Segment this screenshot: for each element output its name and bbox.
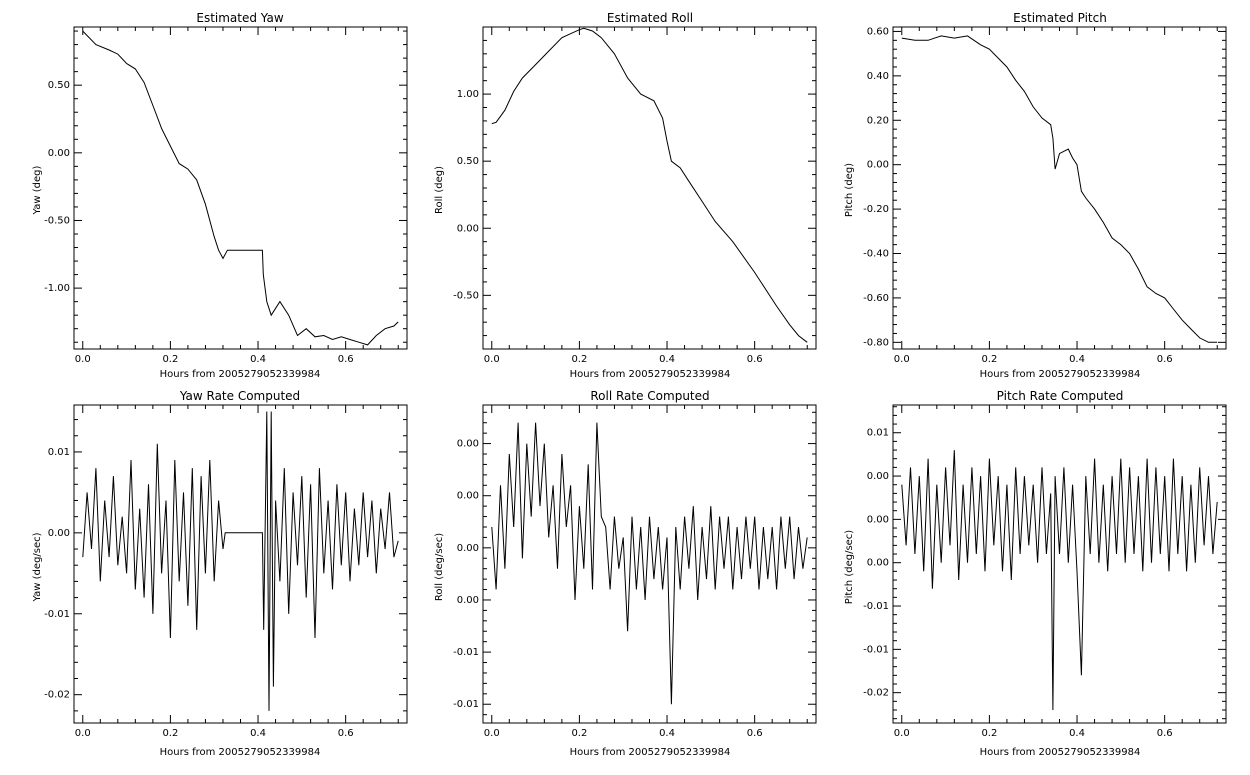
estimated-roll-panel: Estimated Roll Hours from 20052790523399… (434, 11, 817, 380)
y-tick-label: -0.01 (44, 609, 70, 620)
y-tick-label: 0.00 (48, 528, 70, 539)
x-axis-label: Hours from 2005279052339984 (570, 369, 731, 380)
y-tick-label: -0.01 (453, 647, 479, 658)
x-tick-label: 0.0 (894, 354, 910, 365)
y-tick-label: 0.01 (867, 428, 889, 439)
series-line (82, 411, 399, 711)
chart-title: Yaw Rate Computed (179, 389, 300, 403)
y-tick-label: 0.00 (457, 543, 479, 554)
chart-title: Estimated Pitch (1013, 11, 1107, 25)
plot-frame (892, 26, 1227, 350)
y-tick-label: -0.50 (44, 215, 70, 226)
y-tick-label: 0.00 (48, 148, 70, 159)
x-tick-label: 0.2 (162, 354, 178, 365)
y-tick-label: -1.00 (44, 283, 70, 294)
y-tick-label: -0.02 (44, 690, 70, 701)
x-tick-label: 0.4 (659, 728, 675, 739)
x-tick-label: 0.0 (484, 728, 500, 739)
y-tick-label: -0.01 (453, 699, 479, 710)
x-axis-label: Hours from 2005279052339984 (570, 747, 731, 758)
x-axis-label: Hours from 2005279052339984 (980, 369, 1141, 380)
chart-title: Estimated Yaw (196, 11, 283, 25)
series-line (901, 35, 1218, 343)
x-tick-label: 0.4 (659, 354, 675, 365)
y-tick-label: -0.02 (863, 688, 889, 699)
series-line (901, 450, 1218, 711)
y-tick-label: 0.00 (867, 558, 889, 569)
y-tick-label: -0.01 (863, 601, 889, 612)
y-tick-label: -0.50 (453, 290, 479, 301)
plot-frame (892, 404, 1227, 724)
estimated-pitch-panel: Estimated Pitch Hours from 2005279052339… (844, 11, 1227, 380)
y-tick-label: 0.50 (457, 156, 479, 167)
x-tick-label: 0.2 (981, 354, 997, 365)
x-axis-label: Hours from 2005279052339984 (160, 747, 321, 758)
x-axis-label: Hours from 2005279052339984 (160, 369, 321, 380)
x-tick-label: 0.2 (571, 354, 587, 365)
roll-rate-panel: Roll Rate Computed Hours from 2005279052… (434, 389, 817, 758)
x-tick-label: 0.6 (747, 354, 763, 365)
plot-frame (482, 26, 817, 350)
chart-title: Pitch Rate Computed (997, 389, 1124, 403)
x-tick-label: 0.6 (1157, 354, 1173, 365)
y-tick-label: 0.60 (867, 26, 889, 37)
series-line (82, 30, 399, 346)
x-tick-label: 0.0 (75, 354, 91, 365)
x-tick-label: 0.6 (1157, 728, 1173, 739)
y-tick-label: -0.01 (863, 644, 889, 655)
x-tick-label: 0.6 (338, 354, 354, 365)
series-line (491, 27, 808, 343)
y-tick-label: -0.60 (863, 293, 889, 304)
yaw-rate-panel: Yaw Rate Computed Hours from 20052790523… (32, 389, 408, 758)
y-tick-label: 0.00 (457, 223, 479, 234)
series-line (491, 422, 808, 705)
y-tick-label: -0.80 (863, 337, 889, 348)
plot-frame (73, 26, 408, 350)
x-tick-label: 0.2 (571, 728, 587, 739)
y-axis-label: Yaw (deg/sec) (32, 532, 43, 602)
y-tick-label: 0.00 (457, 595, 479, 606)
y-tick-label: -0.20 (863, 204, 889, 215)
y-axis-label: Yaw (deg) (32, 165, 43, 215)
y-tick-label: 0.00 (867, 471, 889, 482)
x-tick-label: 0.0 (484, 354, 500, 365)
x-tick-label: 0.4 (250, 354, 266, 365)
y-tick-label: 0.00 (867, 160, 889, 171)
chart-title: Estimated Roll (607, 11, 693, 25)
x-tick-label: 0.2 (981, 728, 997, 739)
chart-title: Roll Rate Computed (590, 389, 709, 403)
y-axis-label: Roll (deg/sec) (434, 533, 445, 601)
pitch-rate-panel: Pitch Rate Computed Hours from 200527905… (844, 389, 1227, 758)
y-tick-label: 0.20 (867, 115, 889, 126)
x-tick-label: 0.2 (162, 728, 178, 739)
y-tick-label: 0.00 (457, 439, 479, 450)
y-axis-label: Roll (deg) (434, 166, 445, 214)
y-axis-label: Pitch (deg) (844, 163, 855, 217)
x-tick-label: 0.4 (1069, 728, 1085, 739)
x-tick-label: 0.4 (1069, 354, 1085, 365)
y-axis-label: Pitch (deg/sec) (844, 530, 855, 605)
plot-frame (73, 404, 408, 724)
y-tick-label: 0.00 (867, 514, 889, 525)
x-tick-label: 0.6 (747, 728, 763, 739)
y-tick-label: 1.00 (457, 89, 479, 100)
estimated-yaw-panel: Estimated Yaw Hours from 200527905233998… (32, 11, 408, 380)
y-tick-label: 0.00 (457, 491, 479, 502)
x-axis-label: Hours from 2005279052339984 (980, 747, 1141, 758)
y-tick-label: -0.40 (863, 249, 889, 260)
x-tick-label: 0.0 (894, 728, 910, 739)
x-tick-label: 0.4 (250, 728, 266, 739)
y-tick-label: 0.40 (867, 71, 889, 82)
y-tick-label: 0.01 (48, 447, 70, 458)
y-tick-label: 0.50 (48, 80, 70, 91)
x-tick-label: 0.6 (338, 728, 354, 739)
x-tick-label: 0.0 (75, 728, 91, 739)
